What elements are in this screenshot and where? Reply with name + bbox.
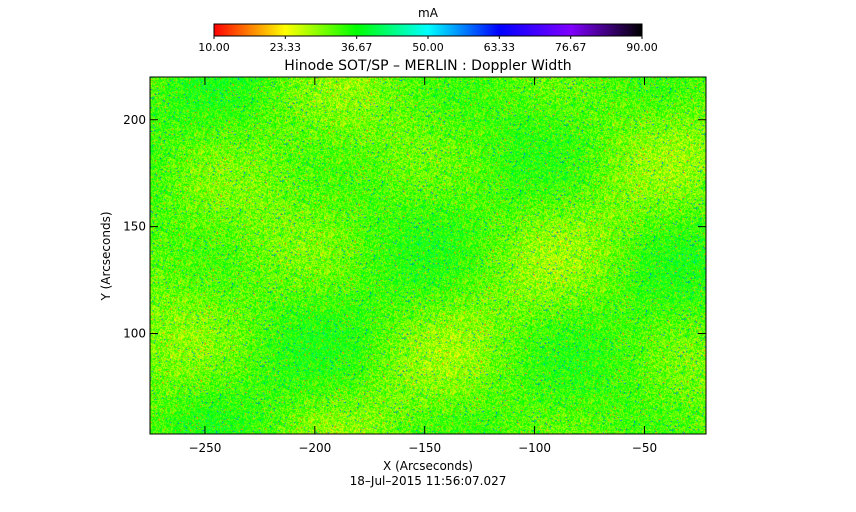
plot-area (149, 76, 707, 435)
y-axis: 100 150 200 (123, 113, 706, 341)
colorbar-tick-label: 90.00 (626, 41, 658, 54)
colorbar-tick-label: 63.33 (484, 41, 516, 54)
x-tick-label: −50 (632, 441, 657, 455)
x-tick-label: −150 (408, 441, 441, 455)
x-axis: −250 −200 −150 −100 −50 (188, 77, 657, 455)
x-axis-label: X (Arcseconds) (383, 459, 473, 473)
colorbar-tick-label: 76.67 (555, 41, 587, 54)
doppler-width-heatmap (150, 77, 706, 434)
y-tick-label: 200 (123, 113, 146, 127)
timestamp: 18–Jul–2015 11:56:07.027 (350, 474, 507, 488)
colorbar-tick-label: 50.00 (412, 41, 444, 54)
colorbar-unit-label: mA (418, 6, 439, 20)
colorbar (213, 23, 643, 37)
x-tick-label: −200 (298, 441, 331, 455)
x-tick-label: −250 (188, 441, 221, 455)
colorbar-tick-label: 23.33 (270, 41, 302, 54)
colorbar-ticks: 10.00 23.33 36.67 50.00 63.33 76.67 90.00 (198, 36, 658, 54)
y-tick-label: 150 (123, 220, 146, 234)
colorbar-tick-label: 10.00 (198, 41, 230, 54)
y-tick-label: 100 (123, 327, 146, 341)
y-axis-label: Y (Arcseconds) (99, 211, 113, 301)
colorbar-tick-label: 36.67 (341, 41, 373, 54)
chart-title: Hinode SOT/SP – MERLIN : Doppler Width (284, 58, 571, 74)
plot-frame (149, 76, 707, 435)
x-tick-label: −100 (518, 441, 551, 455)
